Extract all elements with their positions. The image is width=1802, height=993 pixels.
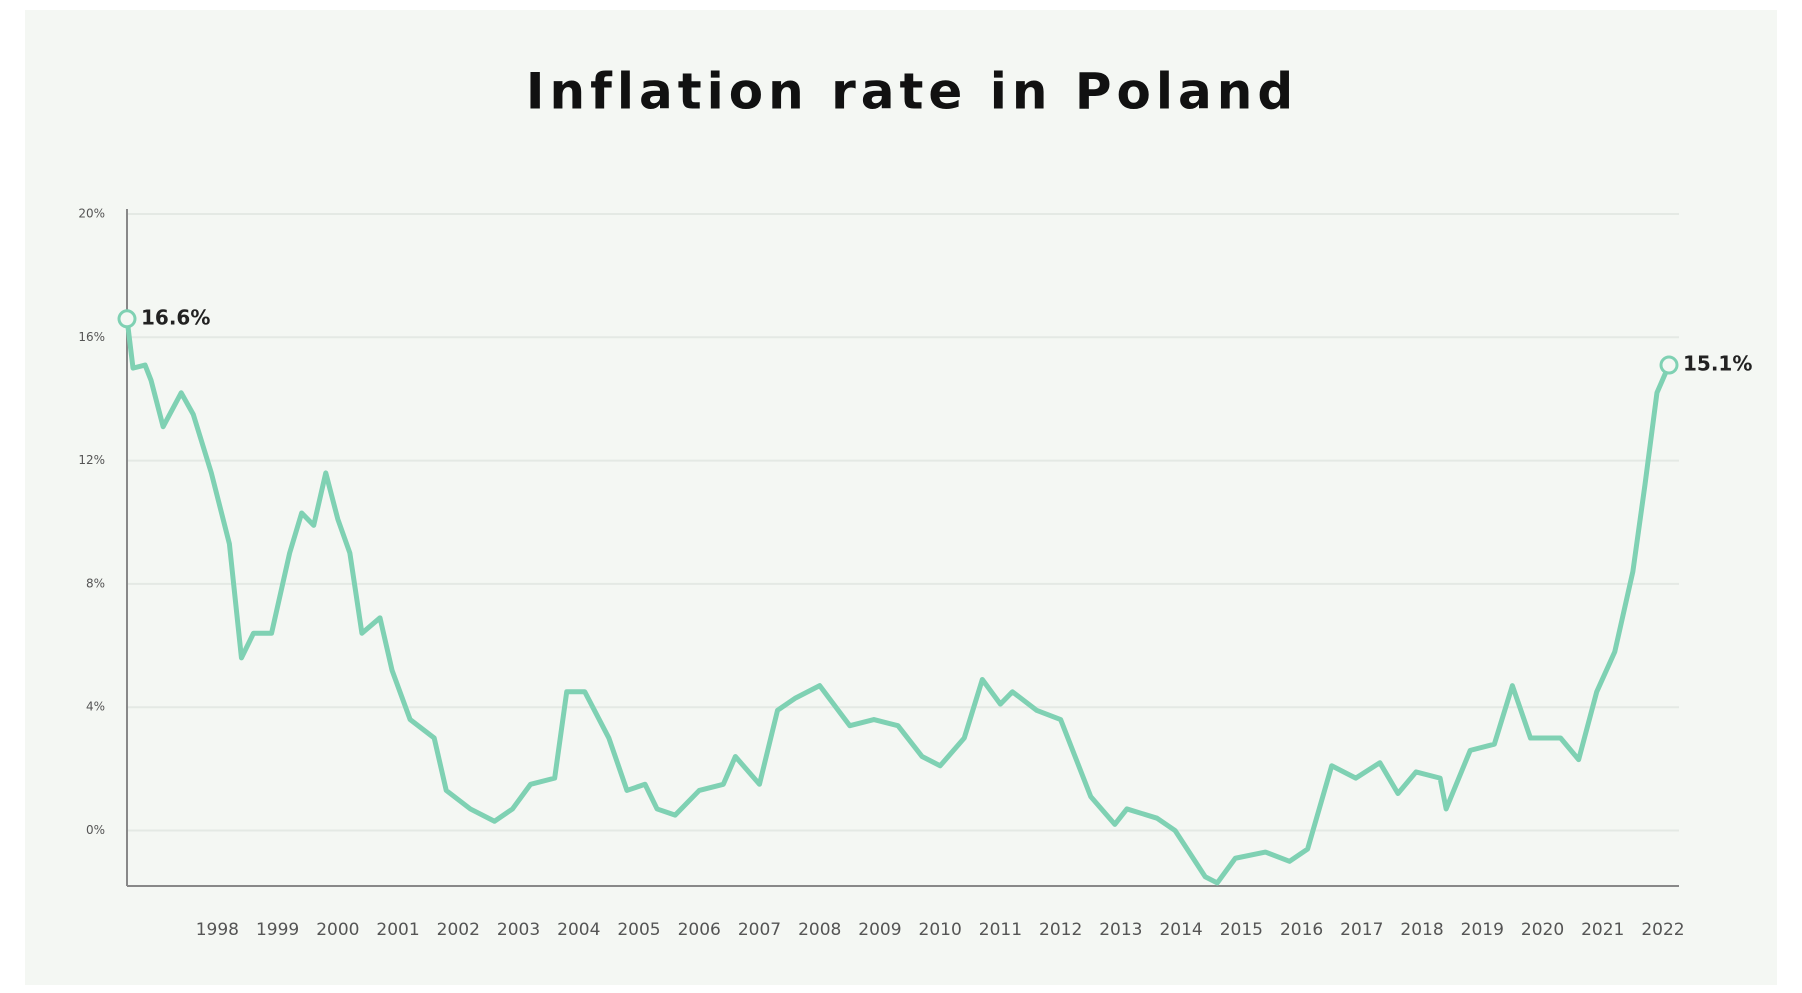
data-line xyxy=(124,318,1672,886)
x-tick-label: 2006 xyxy=(678,920,721,940)
y-tick-label: 16% xyxy=(78,330,105,344)
x-tick-label: 2012 xyxy=(1039,920,1082,940)
y-tick-label: 4% xyxy=(86,700,105,714)
x-tick-label: 2019 xyxy=(1461,920,1504,940)
value-label: 15.1% xyxy=(1683,352,1752,376)
x-tick-label: 2018 xyxy=(1400,920,1443,940)
x-tick-label: 2013 xyxy=(1099,920,1142,940)
x-tick-label: 2009 xyxy=(858,920,901,940)
x-tick-label: 2014 xyxy=(1159,920,1202,940)
x-tick-label: 1998 xyxy=(196,920,239,940)
y-tick-label: 12% xyxy=(78,453,105,467)
x-tick-label: 2007 xyxy=(738,920,781,940)
x-tick-label: 2016 xyxy=(1280,920,1323,940)
x-tick-label: 2005 xyxy=(617,920,660,940)
y-tick-label: 20% xyxy=(78,207,105,221)
chart-title: Inflation rate in Poland xyxy=(526,63,1298,121)
x-tick-label: 2020 xyxy=(1521,920,1564,940)
x-tick-label: 2022 xyxy=(1641,920,1684,940)
x-tick-label: 2001 xyxy=(376,920,419,940)
x-tick-label: 2011 xyxy=(979,920,1022,940)
point-marker xyxy=(117,309,137,329)
x-tick-label: 2015 xyxy=(1220,920,1263,940)
x-tick-label: 2010 xyxy=(919,920,962,940)
chart-background xyxy=(25,10,1777,985)
x-tick-label: 2002 xyxy=(437,920,480,940)
value-label: 16.6% xyxy=(141,305,210,329)
y-tick-label: 0% xyxy=(86,823,105,837)
point-marker xyxy=(1659,355,1679,375)
y-tick-label: 8% xyxy=(86,576,105,590)
x-tick-label: 2017 xyxy=(1340,920,1383,940)
x-tick-label: 2004 xyxy=(557,920,600,940)
x-tick-label: 2008 xyxy=(798,920,841,940)
x-tick-label: 2000 xyxy=(316,920,359,940)
x-tick-label: 2003 xyxy=(497,920,540,940)
x-tick-label: 2021 xyxy=(1581,920,1624,940)
x-tick-label: 1999 xyxy=(256,920,299,940)
